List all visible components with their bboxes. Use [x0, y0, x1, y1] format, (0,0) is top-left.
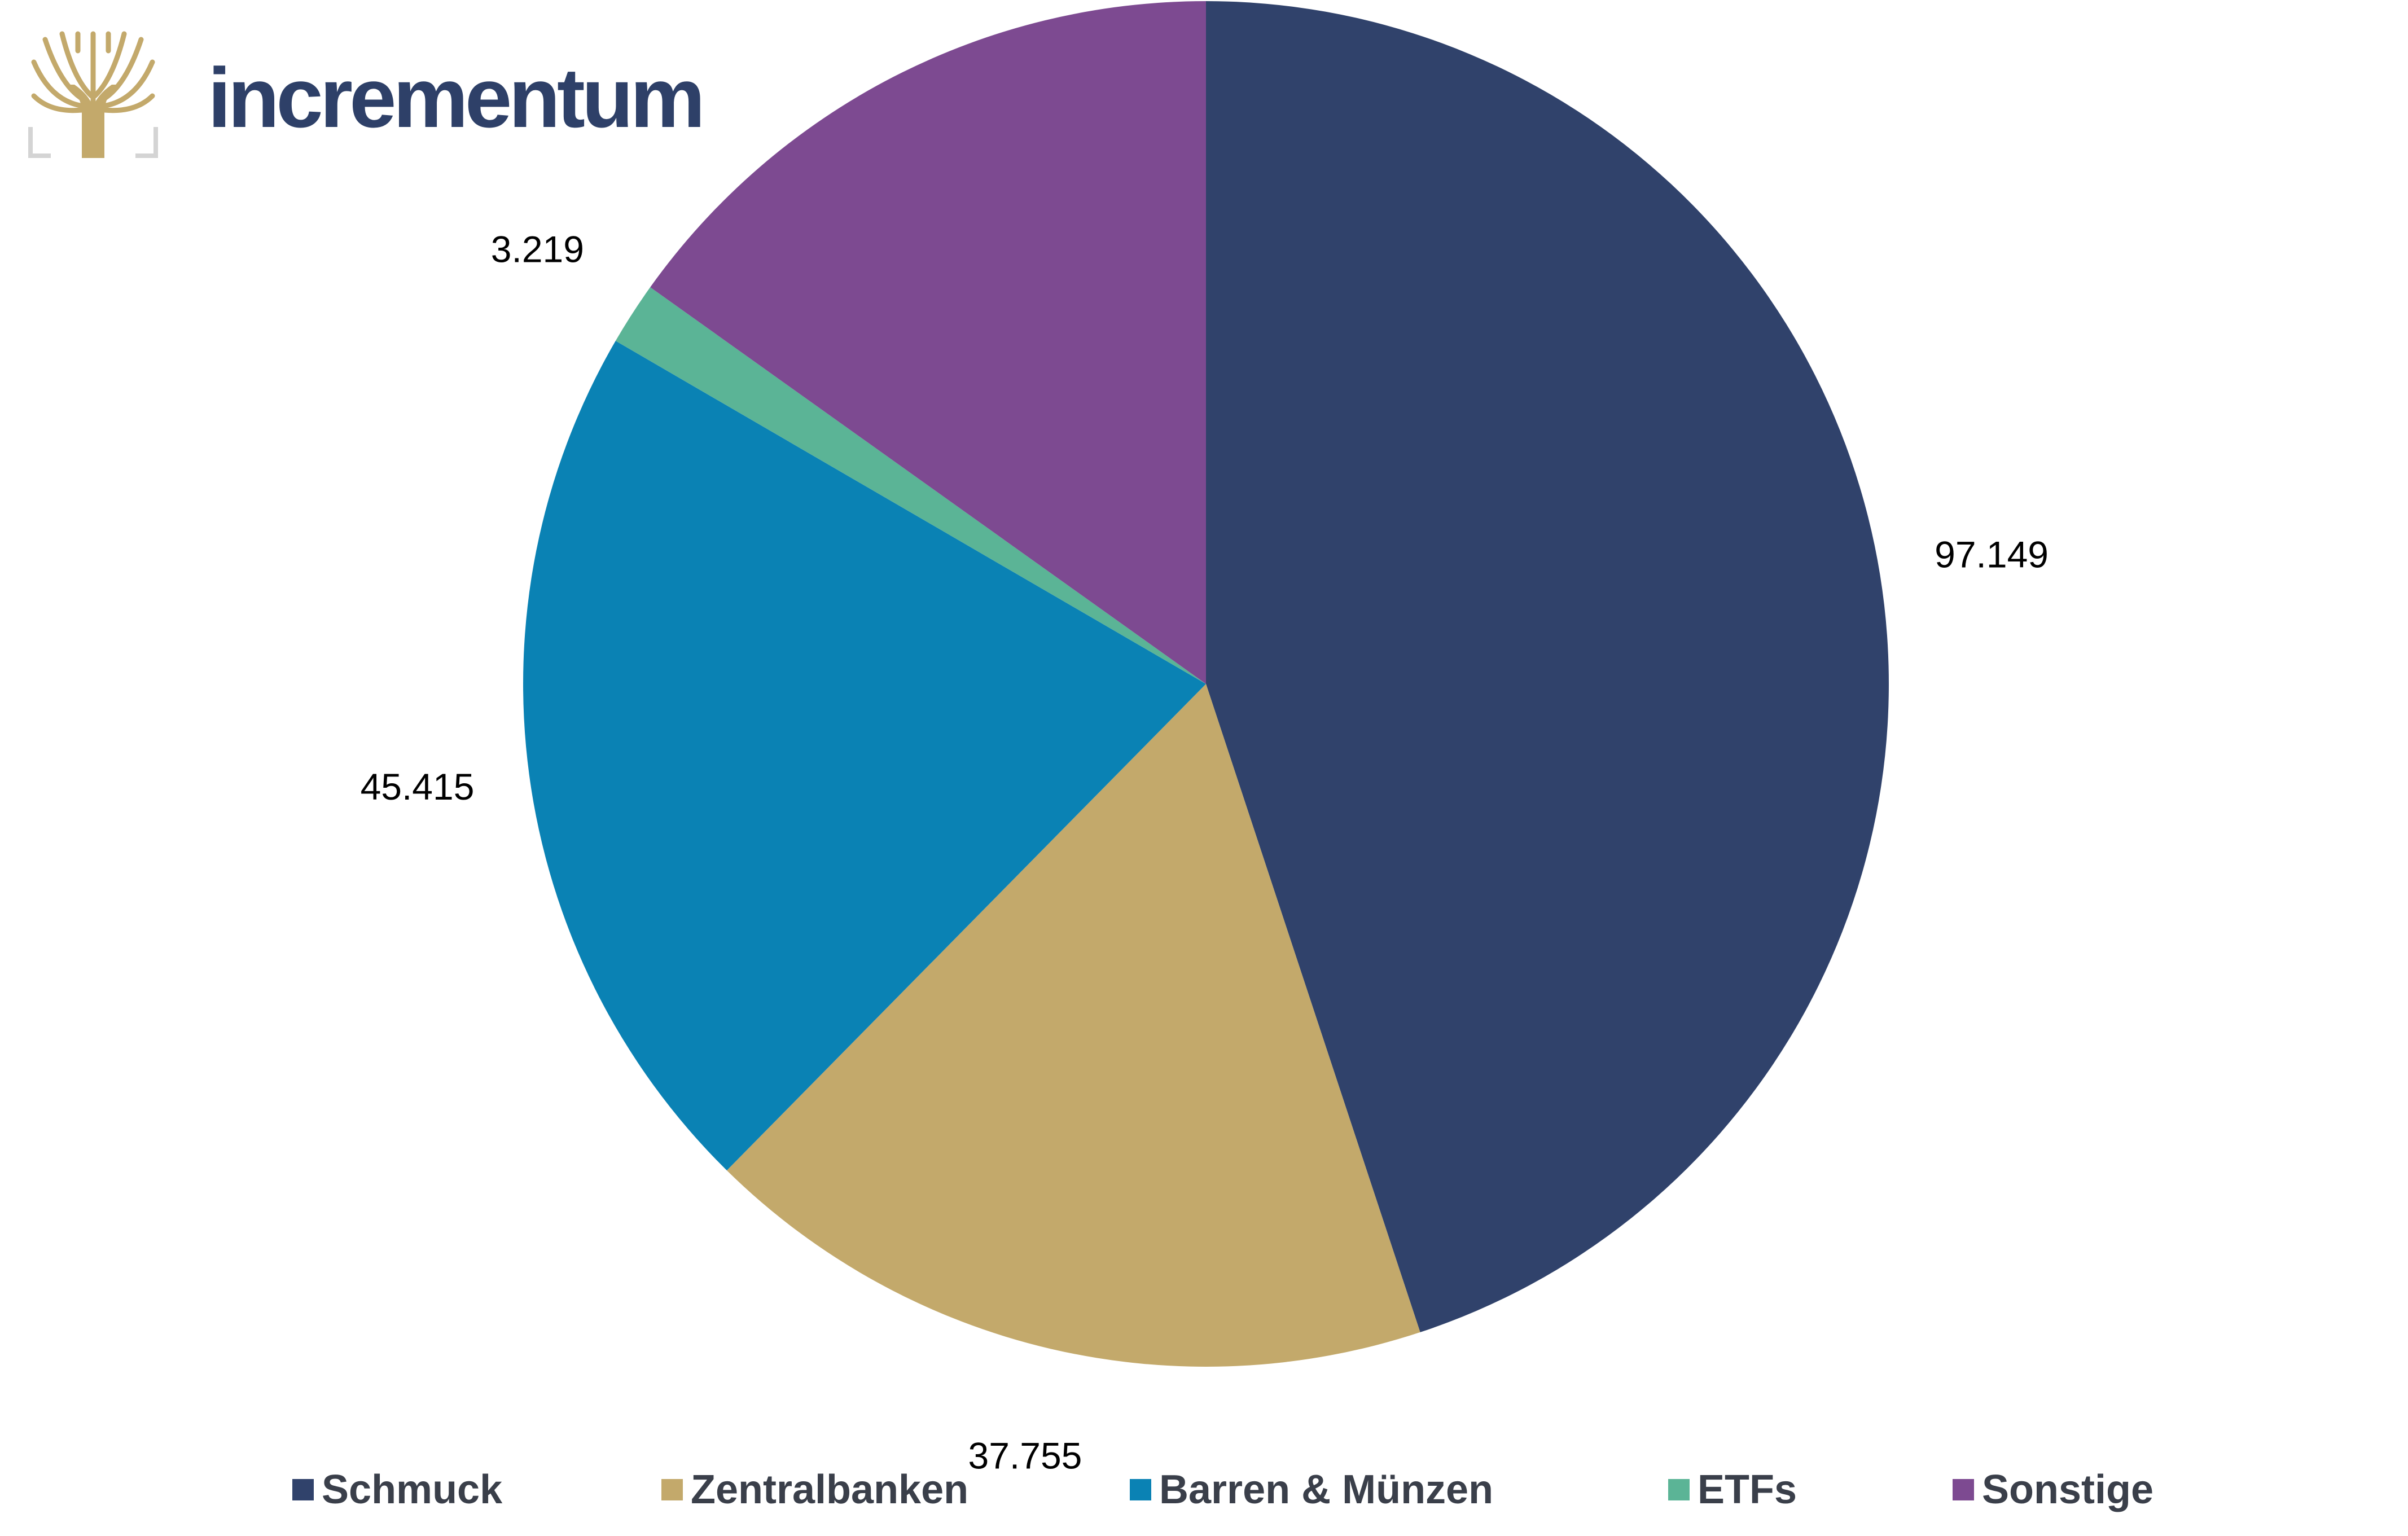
- data-label-schmuck: 97.149: [1935, 533, 2049, 575]
- legend-swatch: [1953, 1479, 1974, 1500]
- legend-swatch: [292, 1479, 314, 1500]
- data-label-barren-m-nzen: 45.415: [361, 766, 475, 808]
- data-label-zentralbanken: 37.755: [968, 1435, 1082, 1477]
- brand-logo: incrementum: [28, 28, 705, 164]
- legend-swatch: [1130, 1479, 1151, 1500]
- pie-slice-sonstige: [650, 1, 1206, 684]
- pie-slice-barren-m-nzen: [523, 341, 1206, 1171]
- brand-name: incrementum: [208, 50, 705, 145]
- legend-label: ETFs: [1698, 1467, 1797, 1512]
- pie-slice-etfs: [615, 287, 1206, 684]
- pie-slice-zentralbanken: [726, 684, 1420, 1367]
- legend-label: Schmuck: [322, 1467, 503, 1512]
- legend-item-schmuck: Schmuck: [292, 1462, 502, 1518]
- tree-icon: [28, 31, 158, 158]
- pie-slices: [523, 1, 1889, 1367]
- legend-item-etfs: ETFs: [1668, 1462, 1797, 1518]
- data-label-etfs: 3.219: [491, 229, 584, 270]
- pie-slice-schmuck: [1206, 1, 1889, 1332]
- legend-label: Zentralbanken: [691, 1467, 969, 1512]
- legend-item-barren-muenzen: Barren & Münzen: [1130, 1462, 1493, 1518]
- chart-legend: Schmuck Zentralbanken Barren & Münzen ET…: [0, 1462, 2408, 1518]
- legend-item-sonstige: Sonstige: [1953, 1462, 2153, 1518]
- legend-swatch: [1668, 1479, 1690, 1500]
- legend-swatch: [661, 1479, 683, 1500]
- legend-item-zentralbanken: Zentralbanken: [661, 1462, 968, 1518]
- legend-label: Sonstige: [1982, 1467, 2154, 1512]
- legend-label: Barren & Münzen: [1159, 1467, 1494, 1512]
